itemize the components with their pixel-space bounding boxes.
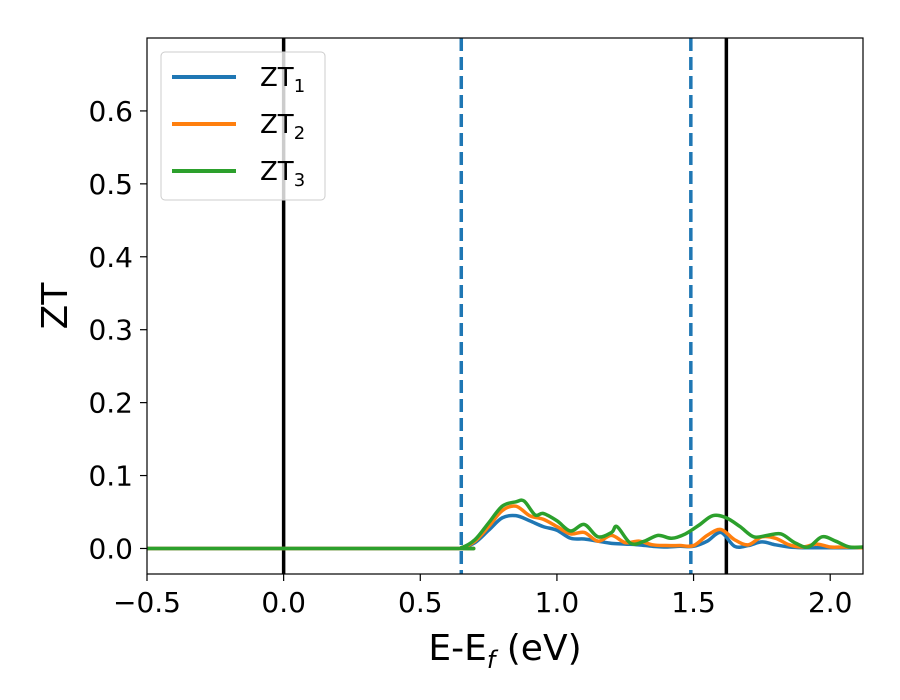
x-axis-title-main: E-E (428, 628, 486, 669)
series-line-zt2 (147, 504, 863, 551)
legend: ZT1 ZT2 ZT3 (160, 51, 326, 201)
y-tick-label-2: 0.2 (88, 387, 133, 420)
x-tick-label-0: −0.5 (113, 586, 181, 619)
legend-box (160, 51, 326, 201)
legend-label-1: ZT1 (260, 63, 305, 97)
x-axis-title-suffix: (eV) (495, 628, 581, 669)
x-tick-label-2: 0.5 (398, 586, 443, 619)
plot-frame (146, 37, 864, 575)
series-line-zt3 (147, 498, 863, 551)
y-tick-label-5: 0.5 (88, 168, 133, 201)
legend-label-2: ZT2 (260, 110, 305, 144)
y-tick-label-1: 0.1 (88, 460, 133, 493)
y-axis-title: ZT (35, 282, 76, 330)
y-tick-label-3: 0.3 (88, 314, 133, 347)
x-tick-label-3: 1.0 (535, 586, 580, 619)
x-tick-label-4: 1.5 (671, 586, 716, 619)
y-tick-label-0: 0.0 (88, 532, 133, 565)
x-axis-title: E-Ef (eV) (428, 628, 581, 674)
y-tick-label-6: 0.6 (88, 95, 133, 128)
x-tick-label-5: 2.0 (808, 586, 853, 619)
x-tick-label-1: 0.0 (261, 586, 306, 619)
legend-label-3: ZT3 (260, 157, 305, 191)
y-tick-label-4: 0.4 (88, 241, 133, 274)
